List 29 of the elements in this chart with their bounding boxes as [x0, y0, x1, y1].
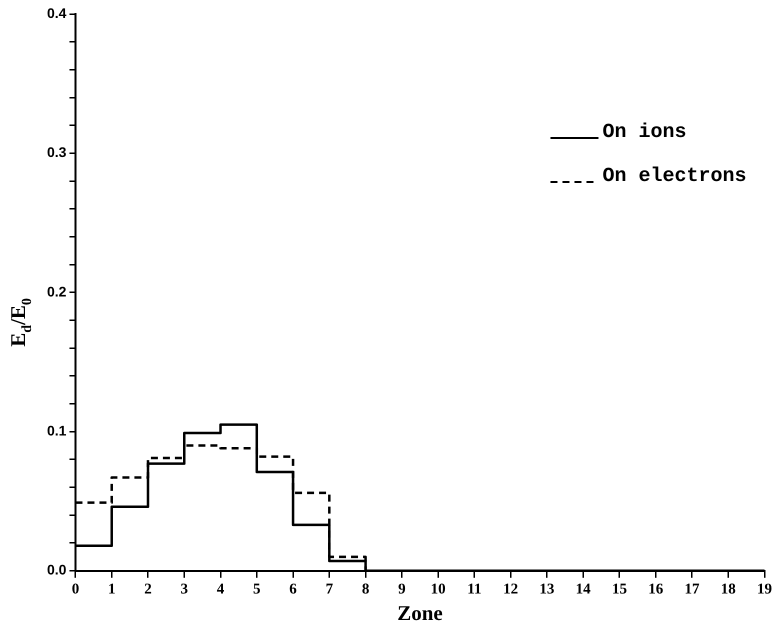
x-tick-label: 18	[720, 582, 736, 598]
x-tick-label: 9	[398, 582, 406, 598]
x-tick-label: 13	[539, 582, 554, 598]
y-tick-label: 0.1	[46, 422, 67, 438]
x-tick-label: 16	[648, 582, 664, 598]
x-tick-label: 12	[503, 582, 518, 598]
x-tick-label: 6	[289, 582, 298, 598]
x-tick-label: 11	[467, 582, 482, 598]
x-tick-label: 7	[326, 582, 334, 598]
x-tick-label: 14	[576, 582, 592, 598]
y-tick-label: 0.2	[46, 283, 67, 300]
x-tick-label: 19	[757, 582, 772, 598]
x-tick-label: 3	[180, 582, 188, 598]
x-tick-label: 4	[216, 582, 225, 598]
y-axis-title: Ed/E0	[6, 298, 35, 347]
y-tick-label: 0.3	[46, 144, 67, 160]
x-tick-label: 2	[144, 582, 152, 598]
legend-label: On electrons	[602, 165, 747, 188]
x-tick-label: 17	[684, 582, 700, 598]
y-tick-label: 0.0	[46, 562, 67, 578]
x-tick-label: 0	[72, 582, 80, 598]
x-tick-label: 8	[362, 582, 370, 598]
x-tick-label: 5	[253, 582, 261, 598]
x-tick-label: 15	[612, 582, 627, 598]
x-axis-title: Zone	[397, 600, 443, 625]
legend-label: On ions	[602, 121, 686, 144]
x-tick-label: 1	[108, 582, 116, 598]
y-tick-label: 0.4	[46, 4, 67, 21]
x-tick-label: 10	[430, 582, 446, 598]
